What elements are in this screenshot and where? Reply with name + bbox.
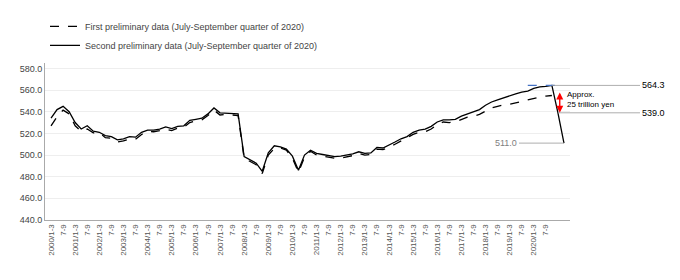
svg-text:7-9: 7-9 (493, 224, 502, 236)
svg-text:7-9: 7-9 (421, 224, 430, 236)
svg-text:7-9: 7-9 (155, 224, 164, 236)
svg-text:2009/1-3: 2009/1-3 (264, 224, 273, 256)
svg-text:7-9: 7-9 (469, 224, 478, 236)
svg-text:7-9: 7-9 (541, 224, 550, 236)
svg-text:Approx.25 trillion yen: Approx.25 trillion yen (567, 90, 614, 109)
svg-text:7-9: 7-9 (59, 224, 68, 236)
svg-text:2014/1-3: 2014/1-3 (385, 224, 394, 256)
svg-text:2020/1-3: 2020/1-3 (529, 224, 538, 256)
svg-text:7-9: 7-9 (324, 224, 333, 236)
svg-text:564.3: 564.3 (642, 80, 665, 90)
svg-text:2011/1-3: 2011/1-3 (312, 224, 321, 256)
svg-text:7-9: 7-9 (252, 224, 261, 236)
svg-text:7-9: 7-9 (131, 224, 140, 236)
svg-text:2015/1-3: 2015/1-3 (409, 224, 418, 256)
svg-text:2019/1-3: 2019/1-3 (505, 224, 514, 256)
svg-text:520.0: 520.0 (20, 129, 43, 139)
svg-text:7-9: 7-9 (397, 224, 406, 236)
svg-text:500.0: 500.0 (20, 150, 43, 160)
svg-text:First preliminary data (July-S: First preliminary data (July-September q… (85, 22, 304, 32)
svg-text:2004/1-3: 2004/1-3 (143, 224, 152, 256)
svg-text:540.0: 540.0 (20, 107, 43, 117)
svg-text:7-9: 7-9 (348, 224, 357, 236)
svg-text:7-9: 7-9 (445, 224, 454, 236)
svg-text:2018/1-3: 2018/1-3 (481, 224, 490, 256)
svg-text:480.0: 480.0 (20, 172, 43, 182)
svg-text:2017/1-3: 2017/1-3 (457, 224, 466, 256)
svg-text:2010/1-3: 2010/1-3 (288, 224, 297, 256)
svg-text:2016/1-3: 2016/1-3 (433, 224, 442, 256)
svg-text:2012/1-3: 2012/1-3 (336, 224, 345, 256)
svg-text:7-9: 7-9 (276, 224, 285, 236)
svg-text:2001/1-3: 2001/1-3 (71, 224, 80, 256)
svg-text:7-9: 7-9 (228, 224, 237, 236)
svg-text:7-9: 7-9 (83, 224, 92, 236)
svg-text:2008/1-3: 2008/1-3 (240, 224, 249, 256)
svg-text:2002/1-3: 2002/1-3 (95, 224, 104, 256)
svg-text:7-9: 7-9 (107, 224, 116, 236)
svg-text:2013/1-3: 2013/1-3 (360, 224, 369, 256)
svg-text:511.0: 511.0 (495, 138, 517, 148)
svg-text:539.0: 539.0 (642, 108, 665, 118)
svg-text:460.0: 460.0 (20, 193, 43, 203)
svg-text:560.0: 560.0 (20, 85, 43, 95)
svg-text:7-9: 7-9 (179, 224, 188, 236)
svg-text:7-9: 7-9 (204, 224, 213, 236)
svg-text:2003/1-3: 2003/1-3 (119, 224, 128, 256)
svg-text:440.0: 440.0 (20, 215, 43, 225)
svg-text:7-9: 7-9 (373, 224, 382, 236)
svg-text:7-9: 7-9 (300, 224, 309, 236)
svg-text:2006/1-3: 2006/1-3 (191, 224, 200, 256)
svg-text:Second preliminary data (July-: Second preliminary data (July-September … (85, 41, 317, 51)
svg-text:580.0: 580.0 (20, 64, 43, 74)
svg-text:2007/1-3: 2007/1-3 (216, 224, 225, 256)
svg-text:7-9: 7-9 (517, 224, 526, 236)
svg-text:2000/1-3: 2000/1-3 (47, 224, 56, 256)
svg-text:2005/1-3: 2005/1-3 (167, 224, 176, 256)
